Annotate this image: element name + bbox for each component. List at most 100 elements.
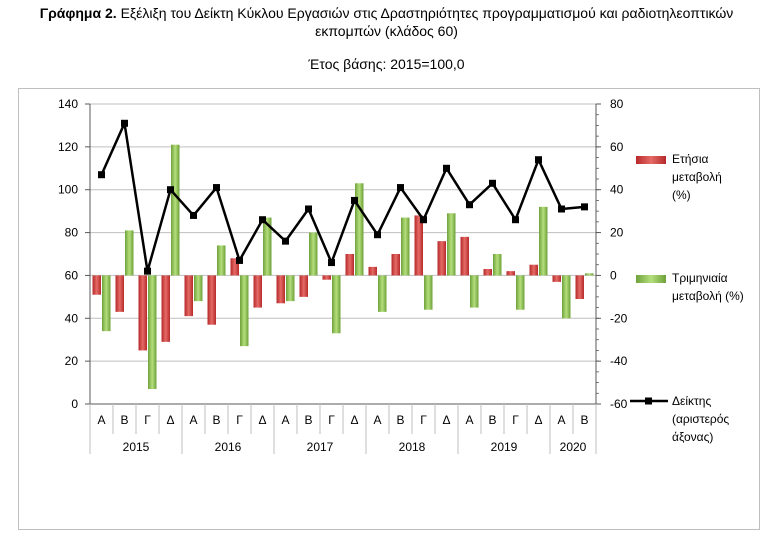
qoq-bar [148, 275, 157, 389]
chart-title-label: Γράφημα 2. [39, 5, 117, 21]
left-tick-label: 80 [65, 226, 79, 240]
year-label: 2020 [560, 440, 587, 454]
right-tick-label: -20 [610, 311, 628, 325]
right-tick-label: 60 [610, 140, 624, 154]
chart-title-line2: εκπομπών (κλάδος 60) [315, 23, 458, 39]
right-tick-label: 20 [610, 226, 624, 240]
yoy-bar [184, 275, 193, 317]
right-tick-label: -60 [610, 397, 628, 411]
qoq-bar [240, 275, 249, 347]
index-point [558, 205, 565, 213]
yoy-bar [460, 236, 469, 276]
index-point [512, 216, 519, 224]
year-label: 2019 [491, 440, 518, 454]
qoq-bar [378, 275, 387, 312]
qoq-bar [171, 144, 180, 276]
qoq-bar [447, 213, 456, 276]
index-point [167, 186, 174, 194]
index-series-line [100, 122, 585, 273]
yoy-bar [276, 275, 285, 304]
legend-label-line: Δείκτης [672, 394, 711, 408]
index-point [259, 216, 266, 224]
left-tick-label: 60 [65, 268, 79, 282]
index-point [466, 201, 473, 209]
index-point [305, 205, 312, 213]
legend-swatch-qoq [636, 275, 666, 283]
qoq-bar [562, 275, 571, 319]
category-label: Γ [236, 413, 243, 427]
legend-label-line: (αριστερός [672, 412, 729, 426]
qoq-bar [401, 217, 410, 276]
index-point [443, 164, 450, 172]
yoy-bar [391, 254, 400, 276]
qoq-bar [493, 254, 502, 276]
index-point [374, 231, 381, 239]
qoq-bar [263, 217, 272, 276]
category-label: Γ [328, 413, 335, 427]
category-label: Β [488, 413, 496, 427]
year-label: 2017 [307, 440, 334, 454]
yoy-bar [322, 275, 331, 280]
index-point [351, 196, 358, 204]
category-label: Α [557, 413, 565, 427]
yoy-bar [138, 275, 147, 351]
category-label: Δ [534, 413, 542, 427]
yoy-bar [345, 254, 354, 276]
year-label: 2018 [399, 440, 426, 454]
category-label: Β [580, 413, 588, 427]
left-tick-label: 20 [65, 354, 79, 368]
qoq-bar [539, 206, 548, 276]
legend-label-line: Ετήσια [672, 152, 708, 166]
index-point [213, 184, 220, 192]
chart-title: Γράφημα 2. Εξέλιξη του Δείκτη Κύκλου Εργ… [0, 4, 773, 40]
yoy-bar [529, 264, 538, 276]
legend-label-index: Δείκτης (αριστερός άξονας) [672, 394, 729, 444]
category-label: Δ [166, 413, 174, 427]
index-point [98, 171, 105, 179]
legend-label-line: άξονας) [672, 430, 713, 444]
right-tick-label: 0 [610, 268, 617, 282]
qoq-bar [125, 230, 134, 276]
category-label: Β [212, 413, 220, 427]
index-point [489, 179, 496, 187]
year-label: 2015 [123, 440, 150, 454]
left-tick-label: 40 [65, 311, 79, 325]
chart-frame [18, 88, 760, 530]
category-label: Α [373, 413, 381, 427]
index-point [121, 119, 128, 127]
category-label: Β [396, 413, 404, 427]
category-label: Α [465, 413, 473, 427]
yoy-bar [483, 269, 492, 276]
category-label: Γ [512, 413, 519, 427]
legend-label-line: μεταβολή (%) [672, 289, 744, 303]
category-label: Α [281, 413, 289, 427]
category-label: Γ [144, 413, 151, 427]
right-tick-label: 80 [610, 97, 624, 111]
right-tick-label: -40 [610, 354, 628, 368]
index-point [144, 267, 151, 275]
index-point [581, 203, 588, 211]
index-point [535, 156, 542, 164]
legend-label-yoy: Ετήσια μεταβολή (%) [672, 152, 722, 202]
axes: 0 20 40 60 80 100 120 140 -60 -40 -20 0 20 40 60 80 Α Β Γ Δ… [58, 97, 628, 454]
qoq-bar [516, 275, 525, 310]
index-line [98, 119, 588, 275]
legend-label-line: (%) [672, 188, 691, 202]
index-point [420, 216, 427, 224]
category-label: Α [189, 413, 197, 427]
index-point [236, 256, 243, 264]
yoy-bar [207, 275, 216, 325]
left-tick-label: 100 [58, 183, 78, 197]
left-tick-label: 0 [71, 397, 78, 411]
yoy-bar [506, 271, 515, 276]
qoq-bar [585, 273, 594, 276]
index-point [282, 237, 289, 245]
yoy-bar [368, 266, 377, 276]
category-label: Β [304, 413, 312, 427]
legend-label-line: Τριμηνιαία [672, 271, 728, 285]
qoq-bar [286, 275, 295, 302]
qoq-bar [355, 183, 364, 276]
bars [92, 144, 594, 389]
qoq-bar [332, 275, 341, 334]
yoy-bar [230, 258, 239, 276]
